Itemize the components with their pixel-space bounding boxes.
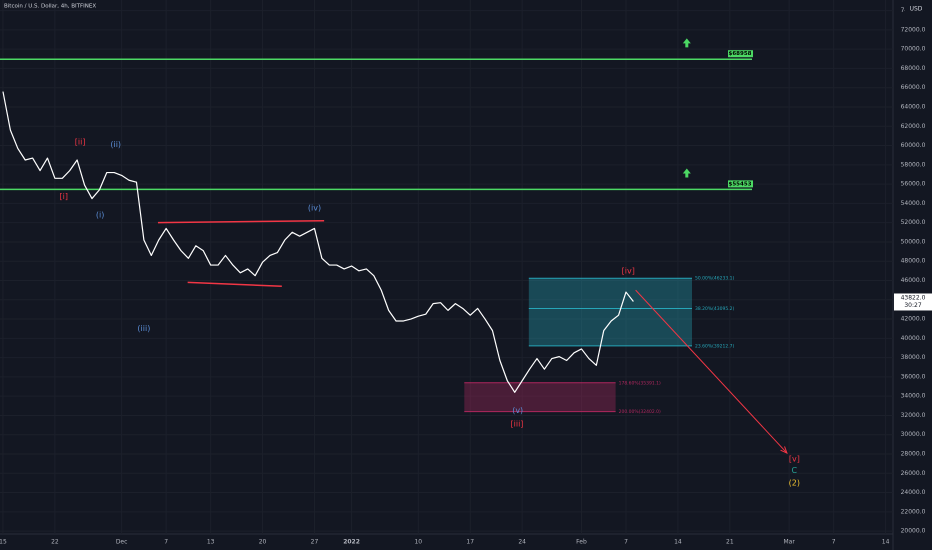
up-arrow (682, 168, 691, 178)
x-tick-label: 7 (164, 539, 168, 546)
level-label: $68958 (729, 51, 752, 57)
wave-label: (iv) (308, 204, 321, 213)
chart-title: Bitcoin / U.S. Dollar, 4h, BITFINEX (4, 4, 96, 10)
wave-label: C (792, 466, 798, 475)
x-tick-label: 7 (832, 539, 836, 546)
level-tag (728, 50, 753, 58)
y-tick-label: 58000.0 (901, 161, 926, 168)
up-arrow (682, 38, 691, 48)
x-tick-label: 20 (259, 539, 267, 546)
level-label: $55453 (729, 181, 752, 187)
wave-label: (v) (512, 406, 523, 415)
fib-label: 178.60%(35391.1) (619, 380, 661, 386)
price-line (2, 91, 634, 393)
y-tick-label: 36000.0 (901, 373, 926, 380)
trendline (157, 219, 325, 224)
y-tick-label: 68000.0 (901, 65, 926, 72)
x-tick-label: Mar (783, 539, 795, 546)
fib-zone (528, 278, 693, 346)
fib-label: 200.00%(32402.0) (619, 409, 661, 415)
y-tick-label: 56000.0 (901, 181, 926, 188)
last-price-tag (894, 293, 932, 311)
y-tick-label: 30000.0 (901, 431, 926, 438)
x-tick-label: 2022 (343, 539, 360, 546)
x-tick-label: Feb (576, 539, 587, 546)
fib-label: 38.20%(43095.2) (695, 306, 735, 312)
y-tick-label: 40000.0 (901, 335, 926, 342)
currency-box (905, 4, 927, 14)
y-tick-label: 70000.0 (901, 46, 926, 53)
x-tick-label: 14 (674, 539, 682, 546)
x-tick-label: 22 (51, 539, 59, 546)
y-tick-label: 60000.0 (901, 142, 926, 149)
y-tick-label: 42000.0 (901, 316, 926, 323)
wave-label: [i] (60, 192, 68, 201)
countdown: 30:27 (904, 302, 921, 309)
fib-label: 23.60%(39212.7) (695, 343, 735, 349)
y-tick-label: 54000.0 (901, 200, 926, 207)
wave-label: (iii) (137, 324, 150, 333)
fib-label: 50.00%(46233.1) (695, 276, 735, 282)
x-tick-label: 7 (624, 539, 628, 546)
y-tick-label: 48000.0 (901, 258, 926, 265)
wave-label: (ii) (110, 140, 121, 149)
y-tick-label: 62000.0 (901, 123, 926, 130)
y-tick-label: 24000.0 (901, 489, 926, 496)
wave-label: (i) (96, 210, 104, 219)
level-tag (728, 180, 753, 188)
x-tick-label: 24 (518, 539, 526, 546)
wave-label: [iii] (511, 420, 524, 429)
projection-arrow (635, 289, 788, 454)
y-tick-label: 34000.0 (901, 393, 926, 400)
y-tick-label: 64000.0 (901, 103, 926, 110)
y-tick-label: 26000.0 (901, 470, 926, 477)
y-tick-label: 72000.0 (901, 26, 926, 33)
y-tick-label: 50000.0 (901, 238, 926, 245)
wave-label: [ii] (75, 138, 86, 147)
wave-label: [iv] (622, 266, 635, 275)
y-tick-label: 32000.0 (901, 412, 926, 419)
fib-zone (464, 382, 616, 412)
x-tick-label: Dec (116, 539, 128, 546)
y-tick-label: 52000.0 (901, 219, 926, 226)
wave-label: (2) (789, 478, 800, 487)
x-tick-label: 14 (882, 539, 890, 546)
y-tick-label: 22000.0 (901, 508, 926, 515)
y-tick-label: 20000.0 (901, 528, 926, 535)
x-tick-label: 21 (726, 539, 734, 546)
y-tick-label: 66000.0 (901, 84, 926, 91)
arrow-head (780, 446, 788, 454)
x-tick-label: 27 (311, 539, 319, 546)
x-tick-label: 10 (414, 539, 422, 546)
x-tick-label: 15 (0, 539, 7, 546)
x-tick-label: 13 (207, 539, 215, 546)
wave-label: [v] (789, 454, 800, 463)
x-tick-label: 17 (466, 539, 474, 546)
last-price-label: 43822.0 (901, 294, 926, 301)
y-tick-label: 38000.0 (901, 354, 926, 361)
trendline (187, 281, 282, 288)
y-tick-label: 46000.0 (901, 277, 926, 284)
y-tick-label: 28000.0 (901, 450, 926, 457)
currency-label: USD (910, 6, 923, 13)
